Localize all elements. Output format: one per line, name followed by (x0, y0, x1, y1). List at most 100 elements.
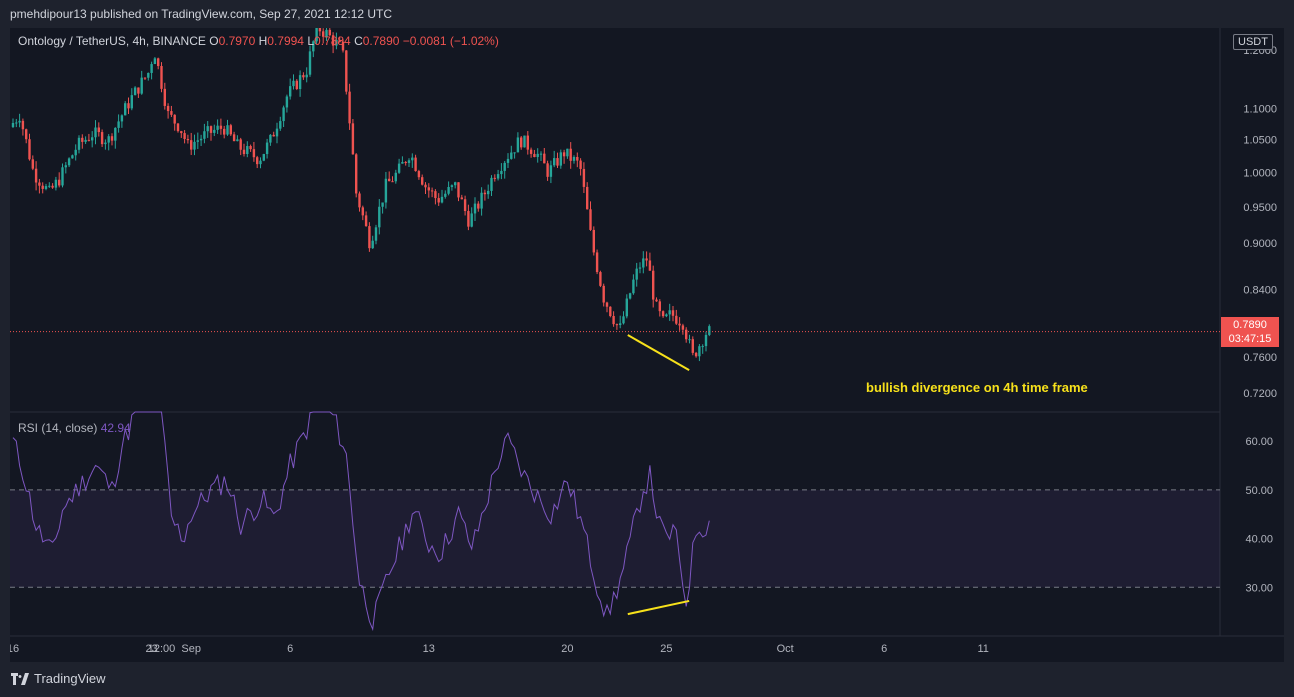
candle-body (157, 58, 160, 67)
candle-body (562, 152, 566, 157)
price-tick-label: 1.0000 (1243, 167, 1277, 179)
rsi-divergence-line[interactable] (627, 599, 690, 616)
candle-body (110, 136, 114, 141)
candle-body (64, 165, 67, 168)
price-tick-label: 1.0500 (1243, 135, 1277, 147)
candle-body (628, 293, 632, 299)
candle-body (688, 339, 691, 341)
candle-body (417, 171, 421, 178)
close-label: C (354, 34, 363, 48)
candle-body (11, 122, 15, 128)
candle-body (318, 28, 322, 32)
candle-body (388, 178, 391, 182)
candle-body (549, 165, 553, 177)
candle-body (411, 157, 414, 161)
rsi-line (12, 411, 710, 632)
rsi-legend[interactable]: RSI (14, close) 42.94 (18, 421, 131, 435)
price-chart[interactable]: 1.20001.10001.05001.00000.95000.90000.84… (10, 28, 1284, 662)
candle-body (140, 77, 143, 94)
candle-body (199, 138, 203, 141)
candle-body (322, 31, 325, 37)
candle-body (130, 95, 133, 109)
candle-body (341, 41, 345, 51)
candle-body (153, 58, 157, 65)
candle-body (236, 139, 239, 142)
publish-info-bar: pmehdipour13 published on TradingView.co… (0, 0, 1294, 28)
candle-body (454, 182, 457, 186)
candle-body (31, 159, 34, 169)
candle-body (58, 179, 61, 186)
candle-body (124, 103, 127, 116)
candle-body (120, 115, 124, 122)
candle-body (652, 270, 655, 300)
time-tick-label: 25 (660, 643, 672, 655)
candle-body (407, 160, 411, 163)
candle-body (117, 121, 120, 128)
price-tick-label: 1.1000 (1243, 103, 1277, 115)
candle-body (74, 149, 77, 156)
candle-body (150, 64, 153, 73)
candle-body (506, 158, 510, 163)
candle-body (605, 302, 609, 307)
candle-body (523, 135, 526, 148)
rsi-tick-label: 50.00 (1245, 485, 1273, 497)
currency-badge[interactable]: USDT (1233, 34, 1273, 50)
candle-body (592, 229, 595, 253)
candle-body (632, 279, 635, 294)
candle-body (602, 285, 605, 303)
candle-body (206, 126, 209, 132)
high-value: 0.7994 (267, 34, 304, 48)
candlestick-series (11, 28, 711, 362)
candle-body (41, 185, 44, 189)
candle-body (183, 133, 186, 139)
candle-body (84, 139, 87, 142)
candle-body (394, 172, 397, 182)
rsi-value: 42.94 (100, 421, 131, 435)
candle-body (427, 187, 430, 191)
candle-body (648, 260, 652, 271)
price-tick-label: 0.7600 (1243, 352, 1277, 364)
candle-body (582, 168, 586, 187)
candle-body (275, 128, 279, 137)
candle-body (196, 140, 199, 142)
candle-body (67, 158, 71, 166)
candle-body (374, 227, 378, 241)
candle-body (147, 72, 150, 78)
last-price-value: 0.7890 (1233, 319, 1267, 331)
candle-body (213, 129, 216, 133)
candle-body (698, 346, 701, 357)
candle-body (490, 177, 493, 191)
candle-body (467, 211, 470, 227)
candle-body (282, 107, 285, 122)
candle-body (71, 155, 74, 159)
candle-body (371, 240, 374, 249)
candle-body (463, 199, 467, 212)
time-tick-label: 12:00 (148, 643, 176, 655)
candle-body (232, 134, 236, 142)
candle-body (361, 207, 364, 216)
candle-body (440, 196, 444, 203)
symbol-legend[interactable]: Ontology / TetherUS, 4h, BINANCE O0.7970… (18, 34, 499, 48)
candle-body (160, 66, 163, 89)
symbol-name[interactable]: Ontology / TetherUS, 4h, BINANCE (18, 34, 206, 48)
rsi-tick-label: 60.00 (1245, 436, 1273, 448)
tradingview-brand[interactable]: TradingView (34, 671, 106, 686)
tradingview-logo-icon[interactable] (11, 673, 29, 685)
candle-body (520, 137, 523, 148)
candle-body (186, 138, 190, 141)
candle-body (487, 190, 490, 195)
candle-body (61, 167, 64, 186)
candle-body (434, 191, 437, 199)
candle-body (496, 174, 500, 179)
price-divergence-line[interactable] (627, 334, 690, 372)
candle-body (539, 153, 543, 155)
candle-body (622, 316, 625, 324)
price-tick-label: 0.8400 (1243, 285, 1277, 297)
candle-body (81, 137, 84, 142)
candle-body (559, 152, 562, 166)
candle-body (308, 51, 312, 75)
candle-body (325, 29, 328, 37)
open-value: 0.7970 (218, 34, 256, 48)
candle-body (259, 160, 262, 165)
divergence-annotation[interactable]: bullish divergence on 4h time frame (866, 380, 1088, 395)
